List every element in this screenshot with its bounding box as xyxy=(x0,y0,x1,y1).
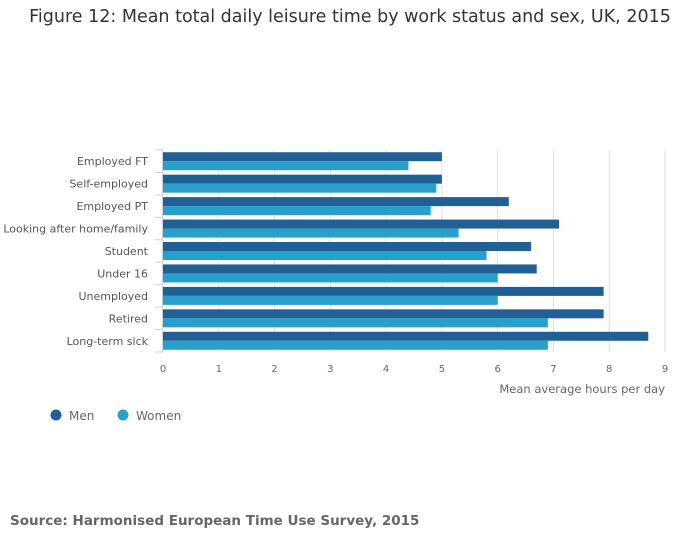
x-tick-label: 1 xyxy=(216,364,222,375)
x-tick-label: 6 xyxy=(494,364,500,375)
legend-label: Men xyxy=(69,409,94,423)
x-axis-label: Mean average hours per day xyxy=(499,382,665,396)
bar-men xyxy=(163,286,604,296)
category-label: Looking after home/family xyxy=(3,223,148,236)
x-tick-label: 8 xyxy=(606,364,612,375)
bar-women xyxy=(163,273,498,283)
legend-marker-women xyxy=(117,409,129,421)
bar-women xyxy=(163,295,498,305)
category-label: Retired xyxy=(109,312,148,325)
bar-women xyxy=(163,251,487,260)
bar-women xyxy=(163,228,459,238)
bar-women xyxy=(163,161,409,171)
x-tick-label: 3 xyxy=(327,364,333,375)
category-label: Employed FT xyxy=(77,155,148,168)
x-tick-label: 2 xyxy=(271,364,277,375)
bar-men xyxy=(163,152,442,162)
x-tick-label: 4 xyxy=(383,364,389,375)
category-label: Long-term sick xyxy=(67,335,149,348)
legend-marker-men xyxy=(50,409,62,421)
category-label: Employed PT xyxy=(76,200,148,213)
category-label: Self-employed xyxy=(69,178,148,191)
bar-men xyxy=(163,242,532,251)
x-tick-label: 0 xyxy=(160,364,166,375)
bar-men xyxy=(163,264,537,274)
bar-women xyxy=(163,206,431,216)
bar-women xyxy=(163,340,548,350)
x-tick-label: 9 xyxy=(662,364,668,375)
bar-men xyxy=(163,197,509,207)
chart-title: Figure 12: Mean total daily leisure time… xyxy=(29,7,671,27)
bar-men xyxy=(163,219,560,229)
bar-women xyxy=(163,318,548,328)
source-note: Source: Harmonised European Time Use Sur… xyxy=(10,513,420,529)
legend-label: Women xyxy=(136,409,181,423)
x-tick-label: 7 xyxy=(550,364,556,375)
bar-men xyxy=(163,309,604,319)
bar-men xyxy=(163,331,649,341)
category-label: Student xyxy=(105,245,149,258)
bar-women xyxy=(163,183,437,193)
category-label: Unemployed xyxy=(78,290,148,303)
category-label: Under 16 xyxy=(97,267,148,280)
x-tick-label: 5 xyxy=(439,364,445,375)
bar-men xyxy=(163,174,442,184)
